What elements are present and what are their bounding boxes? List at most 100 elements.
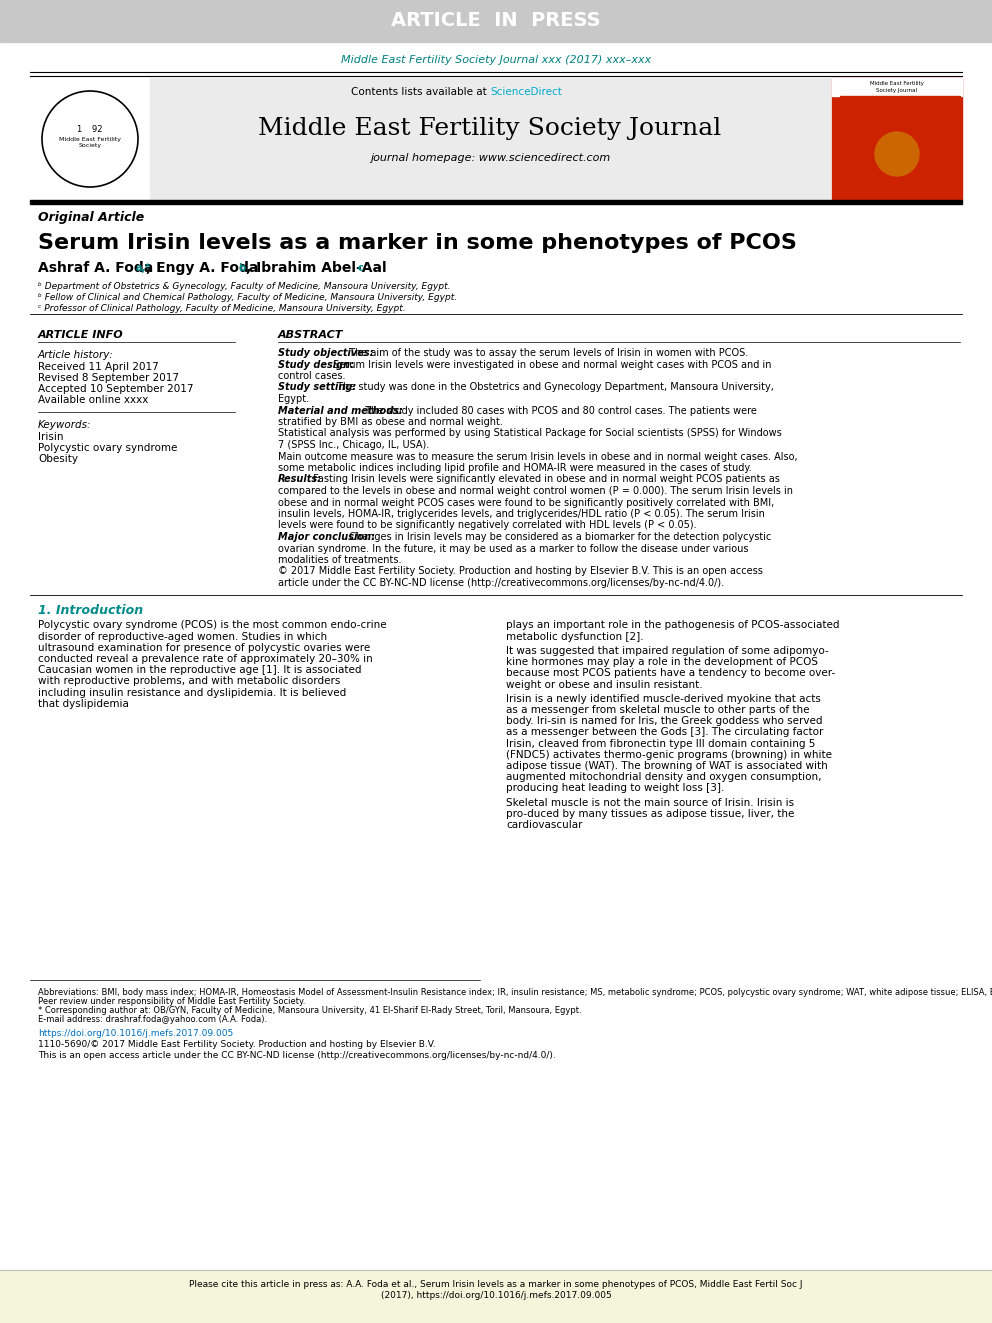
Bar <box>30 200 962 204</box>
Text: kine hormones may play a role in the development of PCOS: kine hormones may play a role in the dev… <box>506 658 818 667</box>
Text: © 2017 Middle East Fertility Society. Production and hosting by Elsevier B.V. Th: © 2017 Middle East Fertility Society. Pr… <box>278 566 763 577</box>
Text: with reproductive problems, and with metabolic disorders: with reproductive problems, and with met… <box>38 676 340 687</box>
Text: 1110-5690/© 2017 Middle East Fertility Society. Production and hosting by Elsevi: 1110-5690/© 2017 Middle East Fertility S… <box>38 1040 435 1049</box>
Text: weight or obese and insulin resistant.: weight or obese and insulin resistant. <box>506 680 702 689</box>
Text: It was suggested that impaired regulation of some adipomyo-: It was suggested that impaired regulatio… <box>506 646 828 656</box>
Text: Statistical analysis was performed by using Statistical Package for Social scien: Statistical analysis was performed by us… <box>278 429 782 438</box>
Text: ᶜ Professor of Clinical Pathology, Faculty of Medicine, Mansoura University, Egy: ᶜ Professor of Clinical Pathology, Facul… <box>38 304 406 314</box>
Text: that dyslipidemia: that dyslipidemia <box>38 699 129 709</box>
Text: conducted reveal a prevalence rate of approximately 20–30% in: conducted reveal a prevalence rate of ap… <box>38 654 373 664</box>
Text: Fasting Irisin levels were significantly elevated in obese and in normal weight : Fasting Irisin levels were significantly… <box>310 475 780 484</box>
Text: b: b <box>238 263 245 273</box>
Text: Results:: Results: <box>278 475 322 484</box>
Text: * Corresponding author at: OB/GYN, Faculty of Medicine, Mansoura University, 41 : * Corresponding author at: OB/GYN, Facul… <box>38 1005 581 1015</box>
Text: ABSTRACT: ABSTRACT <box>278 329 343 340</box>
Text: Main outcome measure was to measure the serum Irisin levels in obese and in norm: Main outcome measure was to measure the … <box>278 451 798 462</box>
Text: Middle East Fertility: Middle East Fertility <box>59 136 121 142</box>
Text: Obesity: Obesity <box>38 454 78 464</box>
Bar <box>840 97 960 196</box>
Text: Accepted 10 September 2017: Accepted 10 September 2017 <box>38 384 193 394</box>
Text: E-mail address: drashraf.foda@yahoo.com (A.A. Foda).: E-mail address: drashraf.foda@yahoo.com … <box>38 1015 267 1024</box>
Text: The study included 80 cases with PCOS and 80 control cases. The patients were: The study included 80 cases with PCOS an… <box>362 406 757 415</box>
Text: (2017), https://doi.org/10.1016/j.mefs.2017.09.005: (2017), https://doi.org/10.1016/j.mefs.2… <box>381 1291 611 1301</box>
Text: levels were found to be significantly negatively correlated with HDL levels (P <: levels were found to be significantly ne… <box>278 520 696 531</box>
Text: adipose tissue (WAT). The browning of WAT is associated with: adipose tissue (WAT). The browning of WA… <box>506 761 827 771</box>
Text: obese and in normal weight PCOS cases were found to be significantly positively : obese and in normal weight PCOS cases we… <box>278 497 774 508</box>
Text: Ashraf A. Foda: Ashraf A. Foda <box>38 261 153 275</box>
Text: Irisin: Irisin <box>38 433 63 442</box>
Text: Abbreviations: BMI, body mass index; HOMA-IR, Homeostasis Model of Assessment-In: Abbreviations: BMI, body mass index; HOM… <box>38 988 992 998</box>
Text: body. Iri-sin is named for Iris, the Greek goddess who served: body. Iri-sin is named for Iris, the Gre… <box>506 716 822 726</box>
Text: ScienceDirect: ScienceDirect <box>490 87 561 97</box>
Text: cardiovascular: cardiovascular <box>506 820 582 830</box>
Circle shape <box>875 132 919 176</box>
Text: producing heat leading to weight loss [3].: producing heat leading to weight loss [3… <box>506 783 724 794</box>
Text: article under the CC BY-NC-ND license (http://creativecommons.org/licenses/by-nc: article under the CC BY-NC-ND license (h… <box>278 578 724 587</box>
Text: ᵇ Fellow of Clinical and Chemical Pathology, Faculty of Medicine, Mansoura Unive: ᵇ Fellow of Clinical and Chemical Pathol… <box>38 292 457 302</box>
Text: , Ibrahim Abel-Aal: , Ibrahim Abel-Aal <box>246 261 387 275</box>
Text: The aim of the study was to assay the serum levels of Irisin in women with PCOS.: The aim of the study was to assay the se… <box>346 348 748 359</box>
Text: , Engy A. Foda: , Engy A. Foda <box>146 261 258 275</box>
Text: Middle East Fertility
Society Journal: Middle East Fertility Society Journal <box>870 82 924 93</box>
Text: as a messenger between the Gods [3]. The circulating factor: as a messenger between the Gods [3]. The… <box>506 728 823 737</box>
Text: ovarian syndrome. In the future, it may be used as a marker to follow the diseas: ovarian syndrome. In the future, it may … <box>278 544 749 553</box>
Text: Contents lists available at: Contents lists available at <box>351 87 490 97</box>
Text: Skeletal muscle is not the main source of Irisin. Irisin is: Skeletal muscle is not the main source o… <box>506 798 795 807</box>
Text: (FNDC5) activates thermo-genic programs (browning) in white: (FNDC5) activates thermo-genic programs … <box>506 750 832 759</box>
Bar <box>832 78 962 97</box>
Text: Revised 8 September 2017: Revised 8 September 2017 <box>38 373 179 382</box>
Text: Changes in Irisin levels may be considered as a biomarker for the detection poly: Changes in Irisin levels may be consider… <box>346 532 772 542</box>
Text: journal homepage: www.sciencedirect.com: journal homepage: www.sciencedirect.com <box>370 153 610 163</box>
Text: Study design:: Study design: <box>278 360 354 369</box>
Bar <box>832 78 962 200</box>
Text: modalities of treatments.: modalities of treatments. <box>278 556 402 565</box>
Text: as a messenger from skeletal muscle to other parts of the: as a messenger from skeletal muscle to o… <box>506 705 809 714</box>
Text: Irisin is a newly identified muscle-derived myokine that acts: Irisin is a newly identified muscle-deri… <box>506 693 820 704</box>
Text: ARTICLE INFO: ARTICLE INFO <box>38 329 124 340</box>
Text: The study was done in the Obstetrics and Gynecology Department, Mansoura Univers: The study was done in the Obstetrics and… <box>334 382 774 393</box>
Text: Polycystic ovary syndrome: Polycystic ovary syndrome <box>38 443 178 452</box>
Text: https://doi.org/10.1016/j.mefs.2017.09.005: https://doi.org/10.1016/j.mefs.2017.09.0… <box>38 1029 233 1039</box>
Text: Material and methods:: Material and methods: <box>278 406 403 415</box>
Bar <box>150 78 830 200</box>
Text: Middle East Fertility Society Journal: Middle East Fertility Society Journal <box>258 116 721 139</box>
Text: augmented mitochondrial density and oxygen consumption,: augmented mitochondrial density and oxyg… <box>506 773 821 782</box>
Text: ●: ● <box>879 134 916 175</box>
Text: Polycystic ovary syndrome (PCOS) is the most common endo-crine: Polycystic ovary syndrome (PCOS) is the … <box>38 620 387 631</box>
Text: because most PCOS patients have a tendency to become over-: because most PCOS patients have a tenden… <box>506 668 835 679</box>
Text: plays an important role in the pathogenesis of PCOS-associated: plays an important role in the pathogene… <box>506 620 839 631</box>
Text: Study objectives:: Study objectives: <box>278 348 374 359</box>
Text: Serum Irisin levels as a marker in some phenotypes of PCOS: Serum Irisin levels as a marker in some … <box>38 233 797 253</box>
Text: Received 11 April 2017: Received 11 April 2017 <box>38 363 159 372</box>
Text: 1      92: 1 92 <box>77 124 103 134</box>
Text: compared to the levels in obese and normal weight control women (P = 0.000). The: compared to the levels in obese and norm… <box>278 486 793 496</box>
Text: insulin levels, HOMA-IR, triglycerides levels, and triglycerides/HDL ratio (P < : insulin levels, HOMA-IR, triglycerides l… <box>278 509 765 519</box>
Text: 7 (SPSS Inc., Chicago, IL, USA).: 7 (SPSS Inc., Chicago, IL, USA). <box>278 441 430 450</box>
Text: including insulin resistance and dyslipidemia. It is believed: including insulin resistance and dyslipi… <box>38 688 346 697</box>
Text: metabolic dysfunction [2].: metabolic dysfunction [2]. <box>506 631 644 642</box>
Text: Serum Irisin levels were investigated in obese and normal weight cases with PCOS: Serum Irisin levels were investigated in… <box>330 360 772 369</box>
Bar <box>0 0 992 42</box>
Text: Article history:: Article history: <box>38 351 114 360</box>
Text: Peer review under responsibility of Middle East Fertility Society.: Peer review under responsibility of Midd… <box>38 998 306 1005</box>
Text: control cases.: control cases. <box>278 370 345 381</box>
Text: Egypt.: Egypt. <box>278 394 310 404</box>
Text: a,*: a,* <box>136 263 151 273</box>
Text: Major conclusion:: Major conclusion: <box>278 532 375 542</box>
Text: Please cite this article in press as: A.A. Foda et al., Serum Irisin levels as a: Please cite this article in press as: A.… <box>189 1279 803 1289</box>
Text: 1. Introduction: 1. Introduction <box>38 605 143 618</box>
Text: some metabolic indices including lipid profile and HOMA-IR were measured in the : some metabolic indices including lipid p… <box>278 463 752 474</box>
Text: Society: Society <box>78 143 101 148</box>
Text: Available online xxxx: Available online xxxx <box>38 396 149 405</box>
Text: ultrasound examination for presence of polycystic ovaries were: ultrasound examination for presence of p… <box>38 643 370 652</box>
Text: stratified by BMI as obese and normal weight.: stratified by BMI as obese and normal we… <box>278 417 503 427</box>
Text: disorder of reproductive-aged women. Studies in which: disorder of reproductive-aged women. Stu… <box>38 631 327 642</box>
Bar <box>0 1270 992 1323</box>
Text: Keywords:: Keywords: <box>38 419 91 430</box>
Text: Original Article: Original Article <box>38 212 144 225</box>
Text: Study setting:: Study setting: <box>278 382 356 393</box>
Text: This is an open access article under the CC BY-NC-ND license (http://creativecom: This is an open access article under the… <box>38 1050 556 1060</box>
Text: pro-duced by many tissues as adipose tissue, liver, the: pro-duced by many tissues as adipose tis… <box>506 808 795 819</box>
Text: Middle East Fertility Society Journal xxx (2017) xxx–xxx: Middle East Fertility Society Journal xx… <box>341 56 651 65</box>
Text: Caucasian women in the reproductive age [1]. It is associated: Caucasian women in the reproductive age … <box>38 665 361 675</box>
